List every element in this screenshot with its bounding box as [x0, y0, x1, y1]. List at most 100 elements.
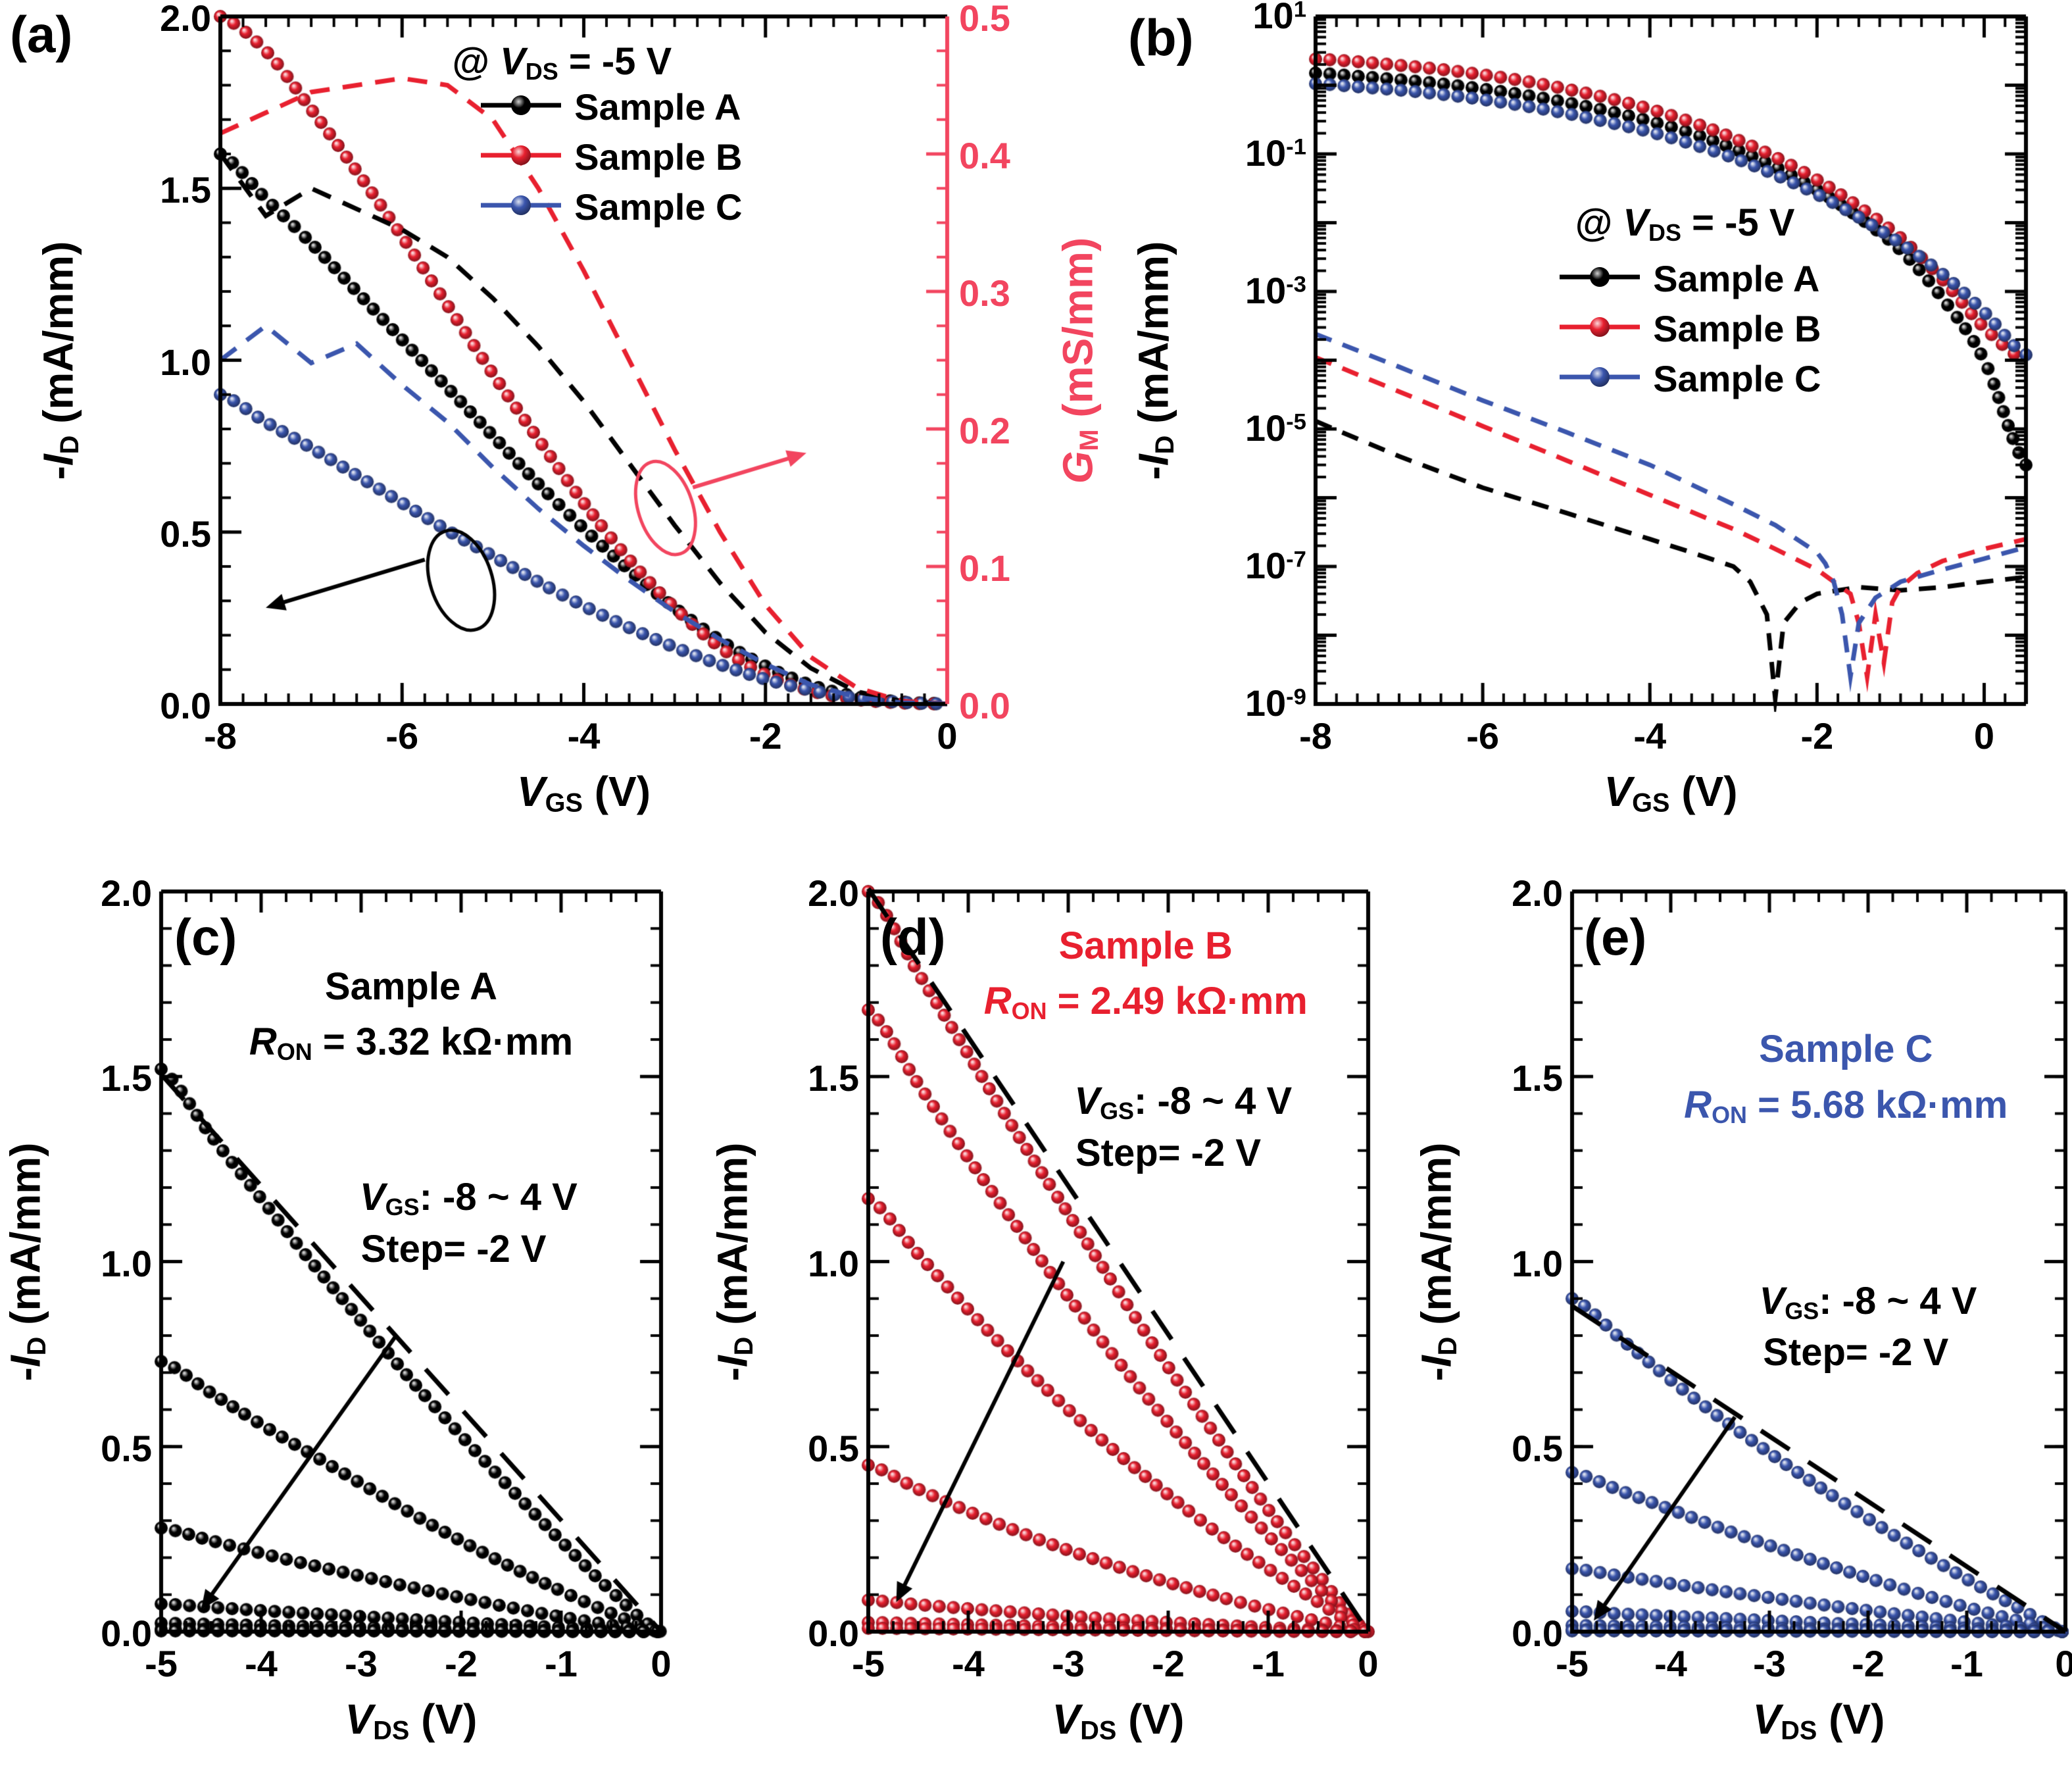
annotation-text: VGS: -8 ~ 4 V	[359, 1176, 578, 1221]
x-tick-label: 0	[1973, 715, 1995, 757]
y-tick-label: 2.0	[808, 872, 859, 914]
legend-item-sample-b: Sample B	[478, 136, 742, 178]
y-tick-label: 10-9	[1245, 682, 1306, 724]
y-axis-title: -ID (mA/mm)	[1412, 1142, 1462, 1381]
y-tick-label: 1.0	[160, 341, 211, 383]
y-axis-title: -ID (mA/mm)	[1129, 241, 1179, 480]
y-tick-label: 10-1	[1245, 132, 1306, 174]
y-tick-label: 2.0	[160, 0, 211, 39]
x-tick-label: -3	[1753, 1643, 1786, 1684]
x-tick-label: -2	[445, 1643, 478, 1684]
x-tick-label: -4	[1654, 1643, 1687, 1684]
panel-e-output-sample-c: (e) -5 -4 -3 -2 -1 0 VDS (V) 0.0 0.5 1.0 1.5 2.0 -ID …	[1401, 849, 2072, 1781]
x-tick-label: -2	[1152, 1643, 1185, 1684]
x-tick-label: -3	[1052, 1643, 1085, 1684]
y-tick-label: 101	[1252, 0, 1306, 36]
y-tick-label: 0.5	[101, 1427, 152, 1469]
legend-marker-icon	[1557, 264, 1642, 293]
x-tick-label: -1	[545, 1643, 578, 1684]
panel-label: (e)	[1584, 908, 1647, 966]
x-tick-label: -5	[852, 1643, 885, 1684]
panel-d-plot-canvas	[697, 849, 1401, 1781]
panel-label: (c)	[174, 908, 237, 966]
panel-e-plot-canvas	[1401, 849, 2072, 1781]
annotation-text: RON = 2.49 kΩ·mm	[983, 980, 1308, 1024]
annotation-text: Step= -2 V	[1763, 1331, 1949, 1374]
x-tick-label: -4	[245, 1643, 278, 1684]
x-tick-label: -8	[1299, 715, 1332, 757]
annotation-text: Sample A	[324, 965, 498, 1008]
x-tick-label: -5	[1556, 1643, 1589, 1684]
x-axis-title: VGS (V)	[516, 768, 651, 818]
y2-tick-label: 0.1	[959, 547, 1010, 589]
panel-label: (b)	[1128, 9, 1194, 66]
y-axis-title: -ID (mA/mm)	[708, 1142, 758, 1381]
panel-d-output-sample-b: (d) -5 -4 -3 -2 -1 0 VDS (V) 0.0 0.5 1.0 1.5 2.0 -ID …	[697, 849, 1401, 1781]
annotation-text: VGS: -8 ~ 4 V	[1074, 1079, 1293, 1124]
annotation-text: Step= -2 V	[1075, 1131, 1262, 1174]
legend-item-sample-c: Sample C	[478, 186, 742, 228]
panel-label: (a)	[10, 5, 73, 63]
y-tick-label: 0.5	[808, 1427, 859, 1469]
y2-tick-label: 0.2	[959, 410, 1010, 451]
legend-item-label: Sample A	[1653, 257, 1820, 299]
x-axis-title: VGS (V)	[1604, 768, 1738, 818]
panel-a-plot-canvas	[0, 0, 1118, 849]
y-axis-title: -ID (mA/mm)	[34, 241, 84, 480]
annotation-text: RON = 3.32 kΩ·mm	[249, 1020, 574, 1065]
legend-marker-icon	[1557, 314, 1642, 343]
annotation-text: VGS: -8 ~ 4 V	[1759, 1279, 1977, 1324]
panel-c-output-sample-a: (c) -5 -4 -3 -2 -1 0 VDS (V) 0.0 0.5 1.0 1.5 2.0 -ID …	[0, 849, 697, 1781]
y2-tick-label: 0.5	[959, 0, 1010, 39]
x-tick-label: 0	[2055, 1643, 2072, 1684]
x-tick-label: -4	[1633, 715, 1667, 757]
y-tick-label: 0.5	[1512, 1427, 1563, 1469]
legend-item-label: Sample C	[574, 186, 743, 228]
legend-item-label: Sample B	[574, 136, 743, 178]
legend-item-sample-a: Sample A	[478, 86, 741, 128]
y2-tick-label: 0.3	[959, 272, 1010, 314]
y2-tick-label: 0.0	[959, 685, 1010, 726]
legend-title: @ VDS = -5 V	[1575, 201, 1795, 247]
y-tick-label: 1.0	[101, 1242, 152, 1284]
y-tick-label: 10-3	[1245, 270, 1306, 311]
legend-marker-icon	[478, 192, 564, 222]
y-tick-label: 0.0	[101, 1613, 152, 1654]
x-tick-label: -1	[1252, 1643, 1285, 1684]
panel-a-transfer-linear: (a) -8 -6 -4 -2 0 VGS (V) 0.0 0.5 1.0 1.5 2.0 -ID (m…	[0, 0, 1118, 849]
y-tick-label: 1.5	[808, 1057, 859, 1099]
y-tick-label: 0.5	[160, 513, 211, 555]
y-tick-label: 10-7	[1245, 545, 1306, 586]
x-tick-label: -6	[385, 715, 419, 757]
y-axis-title: -ID (mA/mm)	[1, 1142, 51, 1381]
legend-item-label: Sample A	[574, 86, 741, 128]
x-tick-label: 0	[937, 715, 958, 757]
x-tick-label: -6	[1466, 715, 1499, 757]
y-tick-label: 2.0	[1512, 872, 1563, 914]
y-tick-label: 0.0	[1512, 1613, 1563, 1654]
y-tick-label: 0.0	[160, 685, 211, 726]
annotation-text: Sample C	[1759, 1028, 1933, 1071]
legend-item-sample-a: Sample A	[1557, 257, 1819, 300]
x-tick-label: 0	[1358, 1643, 1379, 1684]
y-tick-label: 1.5	[160, 169, 211, 211]
legend-marker-icon	[1557, 364, 1642, 393]
x-tick-label: 0	[651, 1643, 672, 1684]
annotation-text: RON = 5.68 kΩ·mm	[1684, 1083, 2008, 1128]
panel-label: (d)	[880, 908, 946, 966]
x-tick-label: -2	[749, 715, 782, 757]
x-tick-label: -5	[145, 1643, 178, 1684]
annotation-text: Step= -2 V	[360, 1227, 547, 1270]
legend-item-sample-c: Sample C	[1557, 357, 1821, 400]
x-axis-title: VDS (V)	[345, 1695, 478, 1745]
x-axis-title: VDS (V)	[1752, 1695, 1885, 1745]
x-tick-label: -2	[1852, 1643, 1885, 1684]
legend-item-sample-b: Sample B	[1557, 307, 1821, 350]
y-tick-label: 2.0	[101, 872, 152, 914]
y-tick-label: 0.0	[808, 1613, 859, 1654]
panel-b-transfer-log: (b) -8 -6 -4 -2 0 VGS (V) 101 10-1 10-3 10-5 10-7 10…	[1118, 0, 2072, 849]
x-tick-label: -8	[204, 715, 237, 757]
y-tick-label: 1.0	[1512, 1242, 1563, 1284]
x-tick-label: -2	[1800, 715, 1834, 757]
